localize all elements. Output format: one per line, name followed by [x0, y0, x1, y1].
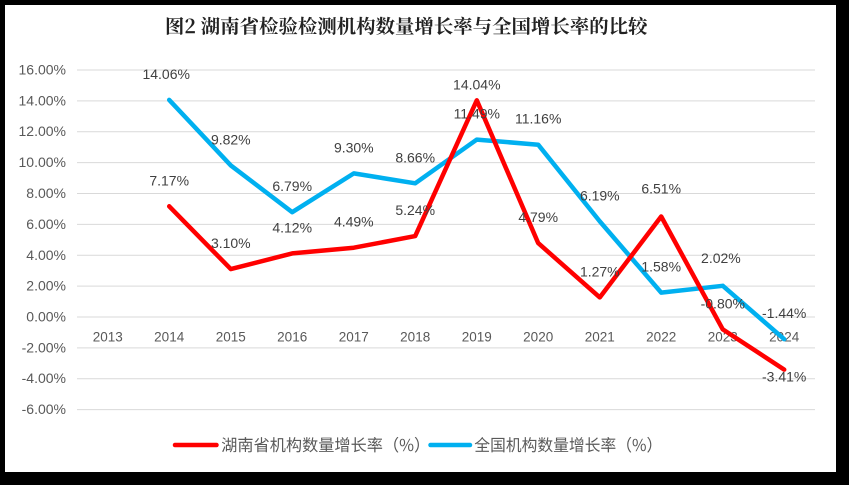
svg-text:-0.80%: -0.80%	[701, 295, 745, 311]
svg-text:2014: 2014	[154, 330, 185, 345]
svg-text:-3.41%: -3.41%	[762, 368, 806, 384]
svg-text:11.16%: 11.16%	[515, 111, 561, 127]
svg-text:10.00%: 10.00%	[19, 154, 66, 170]
svg-text:5.24%: 5.24%	[395, 202, 435, 218]
svg-text:3.10%: 3.10%	[211, 235, 251, 251]
svg-text:9.30%: 9.30%	[334, 139, 374, 155]
svg-text:2018: 2018	[400, 330, 430, 345]
svg-text:6.51%: 6.51%	[641, 181, 681, 197]
svg-text:-4.00%: -4.00%	[22, 370, 66, 386]
svg-text:-6.00%: -6.00%	[22, 401, 66, 417]
svg-text:14.04%: 14.04%	[453, 76, 500, 92]
svg-text:4.49%: 4.49%	[334, 214, 374, 230]
svg-text:2016: 2016	[277, 330, 307, 345]
svg-text:4.00%: 4.00%	[26, 247, 66, 263]
svg-text:0.00%: 0.00%	[26, 309, 66, 325]
svg-text:2013: 2013	[93, 330, 123, 345]
svg-text:2.00%: 2.00%	[26, 278, 66, 294]
svg-text:12.00%: 12.00%	[19, 123, 66, 139]
svg-text:-2.00%: -2.00%	[22, 339, 66, 355]
svg-text:2017: 2017	[339, 330, 369, 345]
svg-text:14.00%: 14.00%	[19, 92, 66, 108]
svg-text:1.27%: 1.27%	[580, 263, 620, 279]
svg-text:2019: 2019	[462, 330, 492, 345]
svg-text:6.79%: 6.79%	[272, 178, 312, 194]
svg-text:6.19%: 6.19%	[580, 187, 620, 203]
svg-text:14.06%: 14.06%	[142, 66, 189, 82]
svg-text:6.00%: 6.00%	[26, 216, 66, 232]
svg-text:-1.44%: -1.44%	[762, 305, 806, 321]
svg-text:2021: 2021	[585, 330, 615, 345]
svg-text:4.12%: 4.12%	[272, 219, 312, 235]
svg-text:8.00%: 8.00%	[26, 185, 66, 201]
svg-text:1.58%: 1.58%	[641, 259, 681, 275]
svg-text:9.82%: 9.82%	[211, 131, 251, 147]
svg-text:4.79%: 4.79%	[518, 209, 558, 225]
svg-text:2.02%: 2.02%	[701, 250, 741, 266]
svg-text:7.17%: 7.17%	[149, 172, 189, 188]
svg-text:16.00%: 16.00%	[19, 62, 66, 78]
svg-text:11.49%: 11.49%	[454, 106, 500, 122]
svg-text:8.66%: 8.66%	[395, 149, 435, 165]
svg-text:2020: 2020	[523, 330, 553, 345]
svg-text:2015: 2015	[216, 330, 246, 345]
svg-text:2022: 2022	[646, 330, 676, 345]
